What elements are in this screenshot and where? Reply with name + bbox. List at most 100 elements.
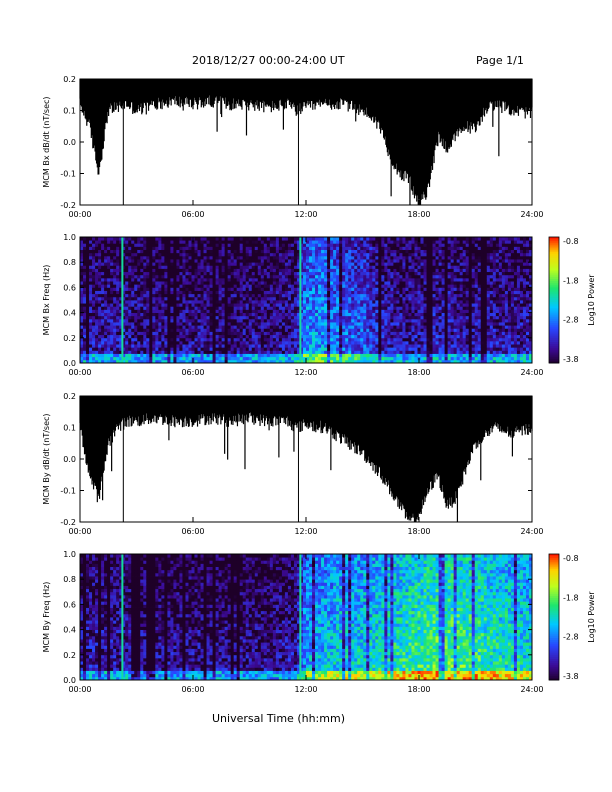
spectrogram-cell <box>200 315 204 320</box>
spectrogram-cell <box>227 312 232 317</box>
spectrogram-cell <box>215 290 220 295</box>
y-tick-label: 0.2 <box>63 75 76 84</box>
spectrogram-cell <box>351 315 355 320</box>
spectrogram-cell <box>357 240 361 244</box>
spectrogram-cell <box>342 353 346 358</box>
spectrogram-cell <box>224 259 229 263</box>
spectrogram-cell <box>315 240 319 244</box>
spectrogram-cell <box>251 347 256 351</box>
spectrogram-cell <box>92 359 96 364</box>
spectrogram-cell <box>342 356 346 361</box>
spectrogram-cell <box>80 287 84 291</box>
spectrogram-cell <box>86 259 90 263</box>
spectrogram-cell <box>315 359 319 364</box>
spectrogram-cell <box>110 306 114 310</box>
spectrogram-cell <box>360 300 364 304</box>
spectrogram-cell <box>257 353 262 358</box>
spectrogram-cell <box>221 350 226 354</box>
spectrogram-cell <box>134 315 138 320</box>
spectrogram-cell <box>113 290 117 295</box>
spectrogram-cell <box>272 344 277 348</box>
spectrogram-cell <box>302 334 307 339</box>
spectrogram-cell <box>170 252 174 257</box>
spectrogram-cell <box>161 296 165 301</box>
spectrogram-cell <box>336 344 340 348</box>
spectrogram-cell <box>278 303 283 307</box>
spectrogram-cell <box>248 252 253 257</box>
spectrogram-cell <box>125 347 129 351</box>
spectrogram-cell <box>143 340 147 345</box>
spectrogram-cell <box>345 274 349 279</box>
spectrogram-cell <box>287 347 292 351</box>
spectrogram-cell <box>263 356 268 361</box>
spectrogram-cell <box>299 255 304 260</box>
spectrogram-cell <box>203 328 207 332</box>
spectrogram-cell <box>263 315 268 320</box>
spectrogram-cell <box>336 255 340 260</box>
spectrogram-cell <box>179 303 183 307</box>
spectrogram-cell <box>128 262 132 266</box>
spectrogram-cell <box>197 322 201 326</box>
spectrogram-cell <box>342 318 346 323</box>
spectrogram-cell <box>194 240 198 244</box>
spectrogram-cell <box>281 240 286 244</box>
spectrogram-cell <box>185 344 189 348</box>
spectrogram-cell <box>86 344 90 348</box>
spectrogram-cell <box>393 296 397 301</box>
spectrogram-cell <box>369 328 373 332</box>
spectrogram-cell <box>269 293 274 298</box>
spectrogram-cell <box>281 296 286 301</box>
spectrogram-cell <box>399 240 403 244</box>
spectrogram-cell <box>318 331 322 336</box>
spectrogram-cell <box>281 347 286 351</box>
spectrogram-cell <box>230 303 235 307</box>
spectrogram-cell <box>257 296 262 301</box>
spectrogram-cell <box>260 259 265 263</box>
spectrogram-cell <box>242 312 247 317</box>
spectrogram-cell <box>164 259 168 263</box>
spectrogram-cell <box>312 347 316 351</box>
spectrogram-cell <box>230 334 235 339</box>
spectrogram-cell <box>155 265 159 269</box>
spectrogram-cell <box>182 262 186 266</box>
spectrogram-cell <box>306 303 310 307</box>
spectrogram-cell <box>318 309 322 313</box>
spectrogram-cell <box>393 281 397 285</box>
spectrogram-cell <box>116 249 120 254</box>
spectrogram-cell <box>173 325 177 329</box>
y-tick-label: -0.2 <box>60 201 76 210</box>
spectrogram-cell <box>194 309 198 313</box>
spectrogram-cell <box>372 281 376 285</box>
spectrogram-cell <box>339 344 343 348</box>
spectrogram-cell <box>290 334 295 339</box>
spectrogram-cell <box>257 306 262 310</box>
spectrogram-cell <box>372 265 376 269</box>
spectrogram-cell <box>287 303 292 307</box>
spectrogram-cell <box>164 322 168 326</box>
spectrogram-cell <box>101 309 105 313</box>
spectrogram-cell <box>227 350 232 354</box>
spectrogram-cell <box>266 296 271 301</box>
spectrogram-cell <box>197 277 201 282</box>
spectrogram-cell <box>312 240 316 244</box>
spectrogram-cell <box>101 268 105 273</box>
spectrogram-cell <box>215 344 220 348</box>
spectrogram-cell <box>372 303 376 307</box>
spectrogram-cell <box>284 252 289 257</box>
spectrogram-cell <box>236 309 241 313</box>
spectrogram-cell <box>83 356 87 361</box>
spectrogram-cell <box>357 309 361 313</box>
spectrogram-cell <box>152 252 156 257</box>
spectrogram-cell <box>230 243 235 247</box>
spectrogram-cell <box>101 300 105 304</box>
spectrogram-cell <box>182 237 186 241</box>
spectrogram-cell <box>290 340 295 345</box>
spectrogram-cell <box>191 277 195 282</box>
spectrogram-cell <box>161 331 165 336</box>
spectrogram-cell <box>266 353 271 358</box>
spectrogram-cell <box>131 281 135 285</box>
spectrogram-cell <box>164 281 168 285</box>
spectrogram-cell <box>149 284 153 288</box>
spectrogram-cell <box>98 274 102 279</box>
spectrogram-cell <box>372 249 376 254</box>
